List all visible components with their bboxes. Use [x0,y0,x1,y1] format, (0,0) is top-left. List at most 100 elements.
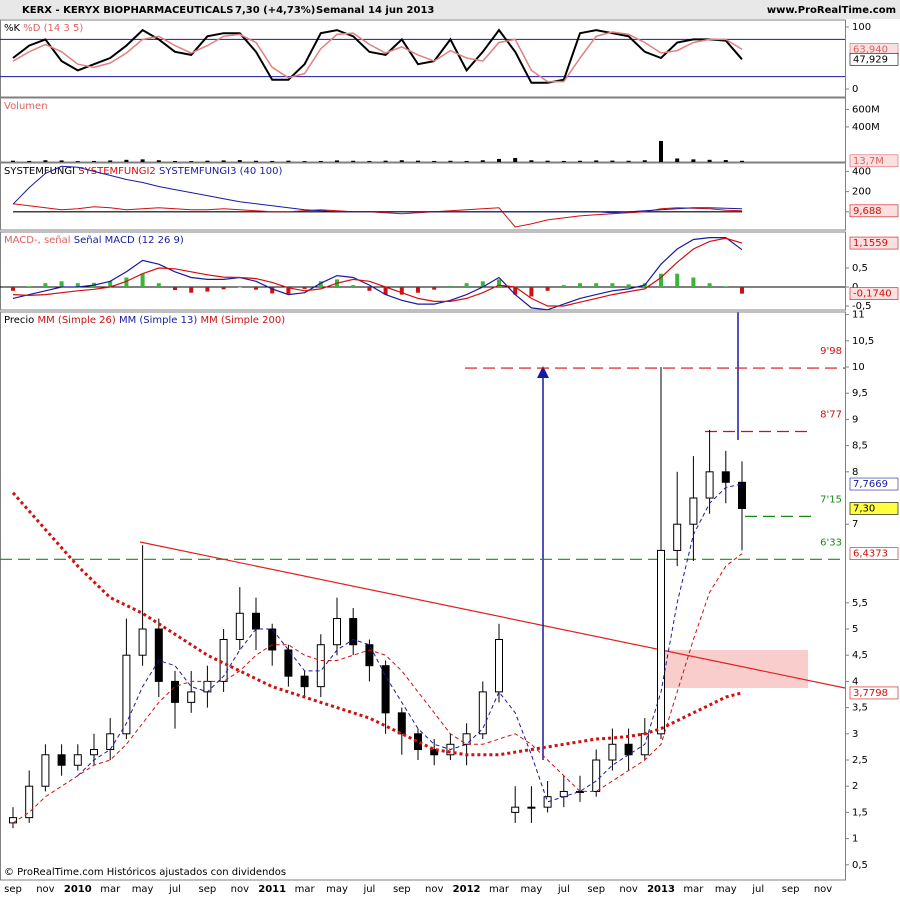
annotations [139,312,846,760]
candle-body [349,618,358,646]
bar [480,281,485,288]
bar [594,160,599,162]
series-line [12,31,743,83]
y-tick-label: -0,5 [852,301,872,312]
bar [383,287,388,295]
x-tick-label: mar [100,884,121,895]
value-label: 13,7M [853,156,884,167]
period: Semanal [316,5,364,16]
bar [75,161,80,162]
y-tick-label: 1 [852,834,858,845]
bar [513,158,518,162]
y-tick-label: 200 [852,187,871,198]
bar [43,160,48,162]
bar [740,160,744,162]
series-line [12,553,743,824]
bar [610,160,615,162]
bar [367,287,372,291]
bar [156,283,161,288]
bar [43,283,48,288]
candle-body [721,471,730,483]
y-tick-label: 3 [852,729,858,740]
bar [75,283,80,288]
x-tick-label: nov [619,884,637,895]
bar [270,160,275,162]
x-tick-label: 2011 [258,884,286,895]
title-part: SYSTEMFUNGI3 (40 100) [159,166,283,177]
date: 14 jun 2013 [368,5,434,16]
bar [92,160,96,162]
series-line [77,483,743,803]
candle-body [25,785,34,819]
price: 7,30 (+4,73%) [235,5,315,16]
candle-body [738,481,746,509]
panel: Volumen 600M 400M 13,7M [0,97,899,168]
bar [416,160,420,162]
value-label: 63,940 [853,44,888,55]
bar [205,287,210,292]
x-tick-label: may [326,884,348,895]
title-part: MM (Simple 26) [37,315,115,326]
bar [189,161,194,162]
y-tick-label: 2 [852,781,858,792]
bar [691,277,696,288]
y-tick-label: 400M [852,122,880,133]
x-tick-label: sep [782,884,800,895]
bar [659,140,663,162]
panel-frame [0,97,846,163]
bar [740,287,744,294]
bar [707,283,712,288]
bar [464,160,469,162]
candle-body [41,754,50,787]
x-tick-label: nov [36,884,54,895]
title-part: %D (14 3 5) [23,23,83,34]
bar [108,281,113,288]
candle-body [657,549,665,735]
bar [27,286,32,288]
candle-body [122,654,131,735]
bar [173,160,177,162]
header-bar [0,0,900,19]
value-label: 1,1559 [853,238,888,249]
x-tick-label: jul [557,884,570,895]
value-box [849,236,899,250]
candle-body [495,638,503,693]
candle-body [9,817,17,824]
value-box [849,52,899,66]
candle-body [673,523,682,551]
value-box [849,287,899,300]
y-tick-label: 8 [852,467,858,478]
candle-body [268,628,277,651]
series-line [12,28,743,84]
panel-frame [0,162,846,231]
x-tick-label: jul [168,884,181,895]
x-tick-label: 2012 [453,884,481,895]
candle-body [381,665,390,714]
bar [302,287,307,289]
candle-body [252,612,260,630]
series-line [12,237,743,307]
value-box [849,547,899,560]
bar [399,287,404,295]
candle-body [543,796,552,808]
x-tick-label: mar [683,884,704,895]
candle-body [608,743,617,761]
bar [626,160,631,162]
title-part: Volumen [4,101,48,112]
bar [675,158,680,162]
bar [659,273,663,288]
x-tick-label: mar [489,884,510,895]
title-part: SYSTEMFUNGI [4,166,75,177]
y-tick-label: 600M [852,104,880,115]
title-part: MACD-, señal [4,235,71,246]
candle-body [511,806,520,813]
series-line [12,237,743,311]
x-tick-label: sep [587,884,605,895]
panel-frame [0,231,846,311]
candle-body [397,712,406,735]
y-tick-label: 7 [852,519,858,530]
bar [578,160,582,162]
bar [140,159,145,162]
